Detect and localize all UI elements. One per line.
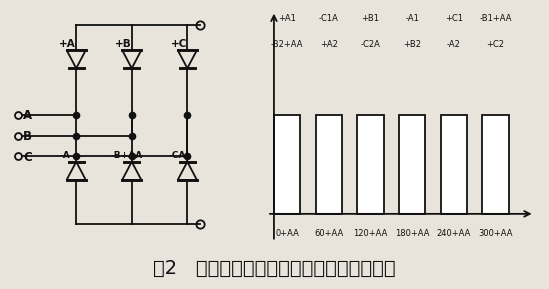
Text: +B1: +B1: [362, 14, 379, 23]
Text: +C2: +C2: [486, 40, 505, 49]
Text: +A: +A: [59, 39, 75, 49]
Bar: [316, 115, 342, 214]
Text: +A1: +A1: [278, 14, 296, 23]
Text: +A2: +A2: [320, 40, 338, 49]
Text: +B2: +B2: [403, 40, 421, 49]
Text: B: B: [23, 130, 32, 143]
Text: -A1: -A1: [405, 14, 419, 23]
Bar: [399, 115, 425, 214]
Text: 0+AA: 0+AA: [275, 229, 299, 238]
Text: -B2+AA: -B2+AA: [271, 40, 304, 49]
Text: +C1: +C1: [445, 14, 463, 23]
Text: -A2: -A2: [447, 40, 461, 49]
Text: -A: -A: [60, 151, 70, 160]
Text: -C2A: -C2A: [361, 40, 380, 49]
Text: 300+AA: 300+AA: [478, 229, 513, 238]
Text: 60+AA: 60+AA: [314, 229, 344, 238]
Text: C: C: [23, 151, 32, 164]
Text: -CA: -CA: [169, 151, 186, 160]
Text: 120+AA: 120+AA: [354, 229, 388, 238]
Text: 180+AA: 180+AA: [395, 229, 429, 238]
Text: 图2   全控桥六个晶闸管的触发脉冲相序关系: 图2 全控桥六个晶闸管的触发脉冲相序关系: [153, 258, 396, 277]
Text: +B: +B: [115, 39, 132, 49]
Text: 240+AA: 240+AA: [437, 229, 471, 238]
Text: -C1A: -C1A: [319, 14, 339, 23]
Text: +C: +C: [171, 39, 187, 49]
Bar: [274, 115, 300, 214]
Text: A: A: [23, 110, 32, 123]
Text: -B1+AA: -B1+AA: [479, 14, 512, 23]
Bar: [357, 115, 384, 214]
Text: -B+AA: -B+AA: [110, 151, 143, 160]
Bar: [441, 115, 467, 214]
Bar: [483, 115, 509, 214]
